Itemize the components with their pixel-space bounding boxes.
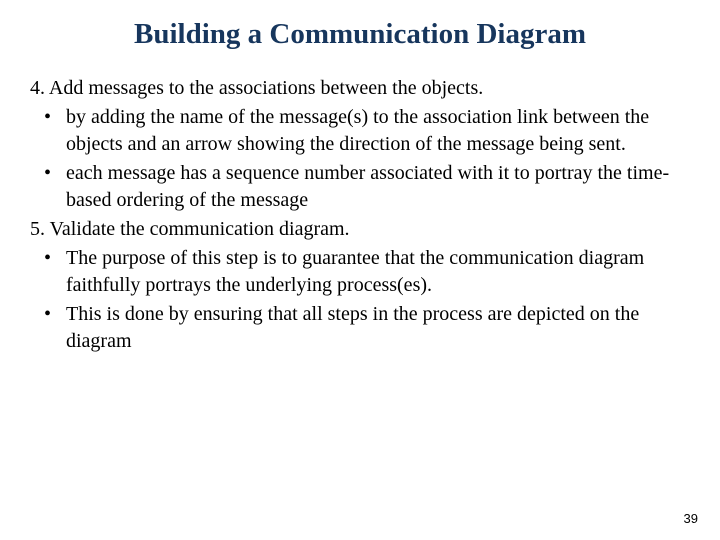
slide-body: 4. Add messages to the associations betw…: [30, 75, 690, 355]
list-item: by adding the name of the message(s) to …: [44, 104, 690, 158]
list-item: This is done by ensuring that all steps …: [44, 301, 690, 355]
list-step-5: 5. Validate the communication diagram.: [30, 216, 690, 243]
slide-title: Building a Communication Diagram: [30, 18, 690, 51]
list-item: The purpose of this step is to guarantee…: [44, 245, 690, 299]
slide-container: Building a Communication Diagram 4. Add …: [0, 0, 720, 540]
list-item: each message has a sequence number assoc…: [44, 160, 690, 214]
list-step-4: 4. Add messages to the associations betw…: [30, 75, 690, 102]
page-number: 39: [684, 511, 698, 526]
